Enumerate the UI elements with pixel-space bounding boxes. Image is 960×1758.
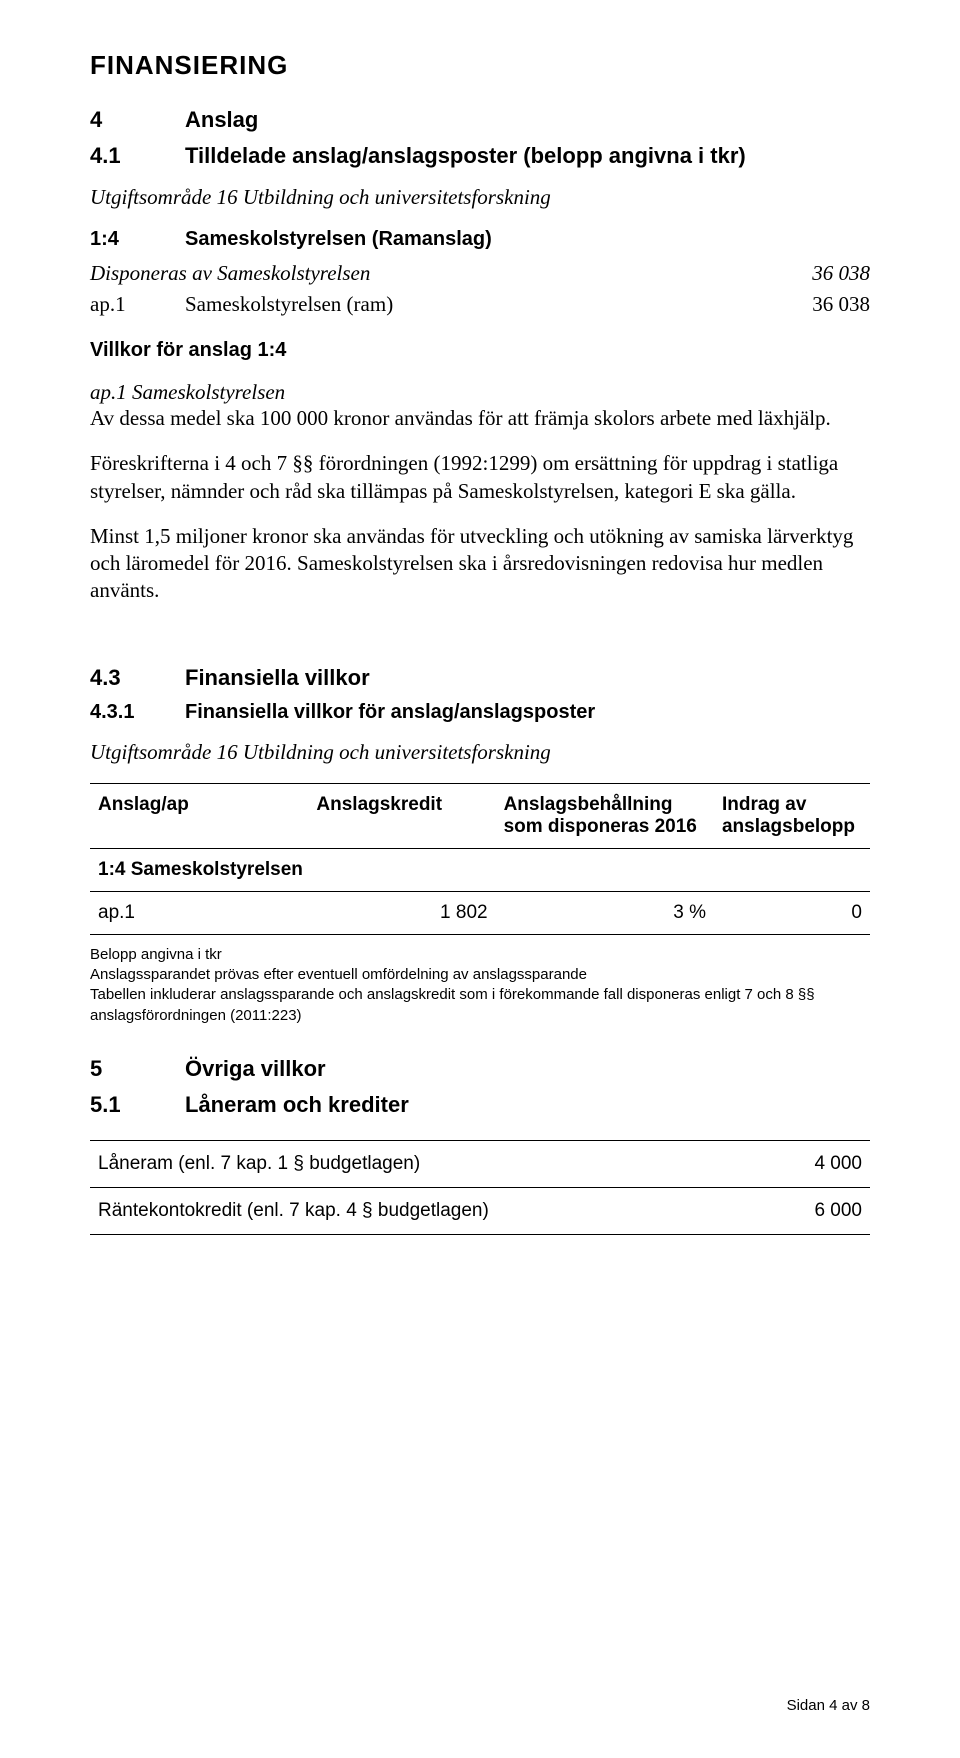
loan-row-2-label: Räntekontokredit (enl. 7 kap. 4 § budget… <box>90 1187 714 1234</box>
th-anslagsbehallning: Anslagsbehållning som disponeras 2016 <box>496 783 714 848</box>
table-notes: Belopp angivna i tkr Anslagssparandet pr… <box>90 945 870 1026</box>
paragraph-1: Av dessa medel ska 100 000 kronor använd… <box>90 405 870 432</box>
area-title: Utgiftsområde 16 Utbildning och universi… <box>90 185 870 210</box>
villkor-heading: Villkor för anslag 1:4 <box>90 339 870 362</box>
section-num-4-1: 4.1 <box>90 143 185 169</box>
section-title-4-3: Finansiella villkor <box>185 665 870 691</box>
section-num-5: 5 <box>90 1056 185 1082</box>
loan-row-1-value: 4 000 <box>714 1140 870 1187</box>
section-title-4-1: Tilldelade anslag/anslagsposter (belopp … <box>185 143 870 169</box>
row-ap1: ap.1 <box>90 891 308 934</box>
area-title-2: Utgiftsområde 16 Utbildning och universi… <box>90 740 870 765</box>
note-line-3: Tabellen inkluderar anslagssparande och … <box>90 985 870 1026</box>
page-title: FINANSIERING <box>90 50 870 81</box>
disponeras-value: 36 038 <box>770 261 870 286</box>
line-1-4-label: Sameskolstyrelsen (Ramanslag) <box>185 228 870 251</box>
paragraph-2: Föreskrifterna i 4 och 7 §§ förordningen… <box>90 450 870 505</box>
section-title-anslag: Anslag <box>185 107 870 133</box>
section-num-4-3-1: 4.3.1 <box>90 701 185 724</box>
th-indrag: Indrag av anslagsbelopp <box>714 783 870 848</box>
section-title-5-1: Låneram och krediter <box>185 1092 870 1118</box>
section-title-4-3-1: Finansiella villkor för anslag/anslagspo… <box>185 701 870 724</box>
th-anslag-ap: Anslag/ap <box>90 783 308 848</box>
row-behallning: 3 % <box>496 891 714 934</box>
page-footer: Sidan 4 av 8 <box>787 1697 870 1714</box>
loan-row-2-value: 6 000 <box>714 1187 870 1234</box>
row-kredit: 1 802 <box>308 891 495 934</box>
ap1-label: Sameskolstyrelsen (ram) <box>185 292 770 317</box>
ap1-subheading: ap.1 Sameskolstyrelsen <box>90 380 870 405</box>
ap1-num: ap.1 <box>90 292 185 317</box>
section-title-5: Övriga villkor <box>185 1056 870 1082</box>
row-indrag: 0 <box>714 891 870 934</box>
section-num-5-1: 5.1 <box>90 1092 185 1118</box>
line-1-4-num: 1:4 <box>90 228 185 251</box>
note-line-2: Anslagssparandet prövas efter eventuell … <box>90 965 870 985</box>
loan-table: Låneram (enl. 7 kap. 1 § budgetlagen) 4 … <box>90 1140 870 1235</box>
financial-conditions-table: Anslag/ap Anslagskredit Anslagsbehållnin… <box>90 783 870 935</box>
loan-row-1-label: Låneram (enl. 7 kap. 1 § budgetlagen) <box>90 1140 714 1187</box>
section-num-4-3: 4.3 <box>90 665 185 691</box>
disponeras-label: Disponeras av Sameskolstyrelsen <box>90 261 770 286</box>
paragraph-3: Minst 1,5 miljoner kronor ska användas f… <box>90 523 870 605</box>
note-line-1: Belopp angivna i tkr <box>90 945 870 965</box>
ap1-value: 36 038 <box>770 292 870 317</box>
section-num-4: 4 <box>90 107 185 133</box>
table-subhead: 1:4 Sameskolstyrelsen <box>90 848 870 891</box>
th-anslagskredit: Anslagskredit <box>308 783 495 848</box>
